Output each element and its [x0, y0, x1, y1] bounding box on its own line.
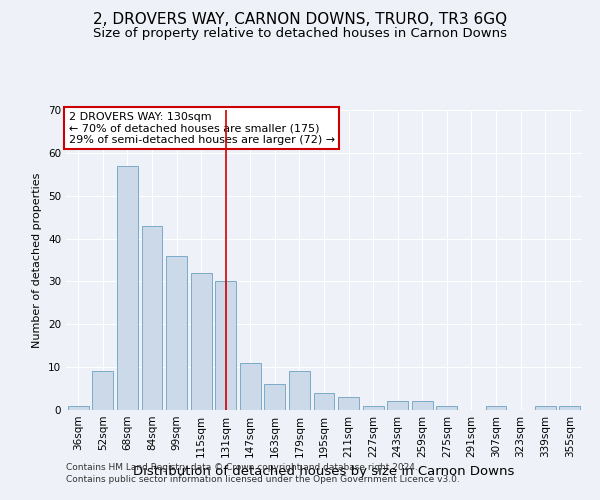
Bar: [289, 372, 310, 410]
Bar: [387, 402, 408, 410]
Bar: [436, 406, 457, 410]
Bar: [117, 166, 138, 410]
Bar: [191, 273, 212, 410]
Bar: [240, 363, 261, 410]
X-axis label: Distribution of detached houses by size in Carnon Downs: Distribution of detached houses by size …: [133, 466, 515, 478]
Text: Size of property relative to detached houses in Carnon Downs: Size of property relative to detached ho…: [93, 28, 507, 40]
Text: 2 DROVERS WAY: 130sqm
← 70% of detached houses are smaller (175)
29% of semi-det: 2 DROVERS WAY: 130sqm ← 70% of detached …: [68, 112, 335, 144]
Y-axis label: Number of detached properties: Number of detached properties: [32, 172, 43, 348]
Bar: [314, 393, 334, 410]
Bar: [68, 406, 89, 410]
Bar: [535, 406, 556, 410]
Bar: [166, 256, 187, 410]
Text: Contains HM Land Registry data © Crown copyright and database right 2024.: Contains HM Land Registry data © Crown c…: [66, 464, 418, 472]
Bar: [265, 384, 286, 410]
Text: 2, DROVERS WAY, CARNON DOWNS, TRURO, TR3 6GQ: 2, DROVERS WAY, CARNON DOWNS, TRURO, TR3…: [93, 12, 507, 28]
Bar: [92, 372, 113, 410]
Bar: [485, 406, 506, 410]
Bar: [412, 402, 433, 410]
Bar: [559, 406, 580, 410]
Text: Contains public sector information licensed under the Open Government Licence v3: Contains public sector information licen…: [66, 475, 460, 484]
Bar: [338, 397, 359, 410]
Bar: [362, 406, 383, 410]
Bar: [215, 282, 236, 410]
Bar: [142, 226, 163, 410]
